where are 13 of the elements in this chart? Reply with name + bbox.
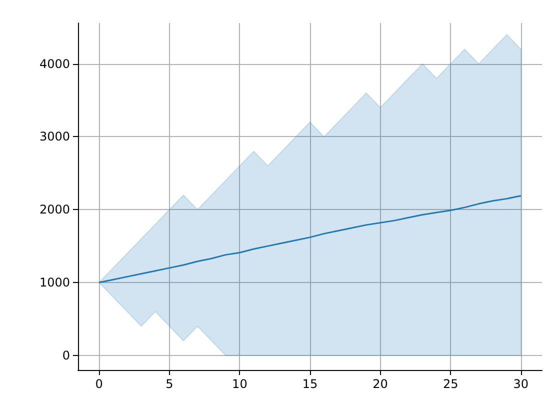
y-tick-label: 2000 bbox=[39, 202, 70, 217]
y-tick-label: 0 bbox=[62, 348, 70, 362]
line-series bbox=[98, 195, 522, 284]
x-tick-label: 15 bbox=[302, 377, 318, 391]
x-tick-label: 0 bbox=[95, 377, 103, 391]
x-tick-label: 20 bbox=[372, 377, 388, 391]
x-tick-label: 30 bbox=[513, 377, 529, 391]
y-tick-label: 1000 bbox=[39, 276, 70, 290]
x-tick-label: 10 bbox=[232, 377, 248, 391]
y-tick-label: 3000 bbox=[39, 130, 70, 144]
x-tick-label: 25 bbox=[442, 377, 458, 391]
y-tick-label: 4000 bbox=[39, 56, 70, 71]
x-tick-label: 5 bbox=[166, 377, 174, 391]
